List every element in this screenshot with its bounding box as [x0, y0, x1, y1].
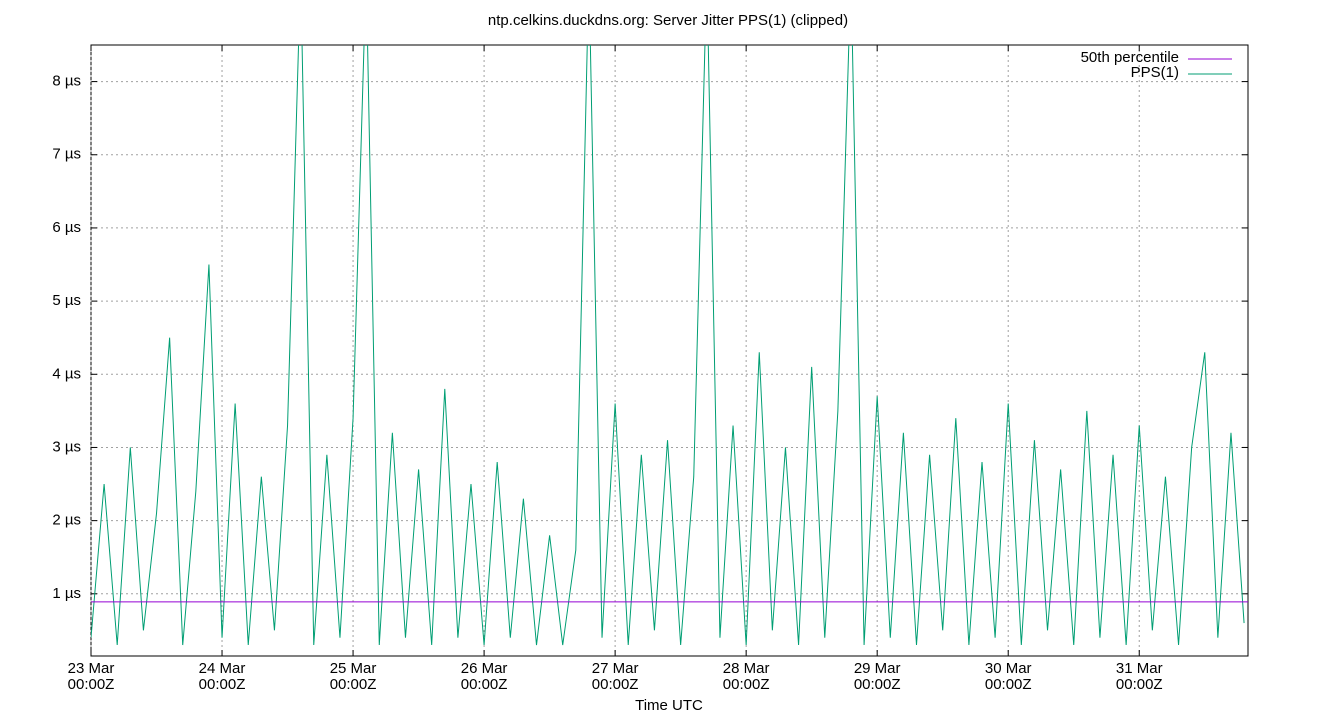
x-tick-label: 00:00Z [330, 676, 377, 693]
x-tick-label: 25 Mar [330, 660, 377, 677]
legend-label: PPS(1) [1131, 64, 1179, 81]
x-tick-label: 28 Mar [723, 660, 770, 677]
y-tick-label: 1 µs [52, 585, 81, 602]
y-tick-label: 5 µs [52, 292, 81, 309]
x-tick-label: 27 Mar [592, 660, 639, 677]
x-tick-label: 29 Mar [854, 660, 901, 677]
legend-label: 50th percentile [1081, 49, 1179, 66]
x-tick-label: 00:00Z [854, 676, 901, 693]
x-tick-label: 00:00Z [985, 676, 1032, 693]
x-tick-label: 00:00Z [68, 676, 115, 693]
y-tick-label: 6 µs [52, 219, 81, 236]
x-tick-label: 24 Mar [199, 660, 246, 677]
x-tick-label: 00:00Z [1116, 676, 1163, 693]
plot-frame [90, 44, 1249, 657]
series-line [91, 45, 1245, 646]
x-tick-label: 00:00Z [461, 676, 508, 693]
x-tick-label: 26 Mar [461, 660, 508, 677]
chart-title: ntp.celkins.duckdns.org: Server Jitter P… [488, 12, 848, 29]
x-tick-label: 00:00Z [592, 676, 639, 693]
y-tick-label: 3 µs [52, 438, 81, 455]
y-tick-label: 7 µs [52, 146, 81, 163]
x-tick-label: 30 Mar [985, 660, 1032, 677]
x-tick-label: 31 Mar [1116, 660, 1163, 677]
x-axis-label: Time UTC [635, 697, 703, 714]
x-tick-label: 23 Mar [68, 660, 115, 677]
x-tick-label: 00:00Z [199, 676, 246, 693]
y-tick-label: 8 µs [52, 73, 81, 90]
y-tick-label: 2 µs [52, 512, 81, 529]
plot-area [91, 45, 1248, 646]
x-tick-label: 00:00Z [723, 676, 770, 693]
y-tick-label: 4 µs [52, 365, 81, 382]
